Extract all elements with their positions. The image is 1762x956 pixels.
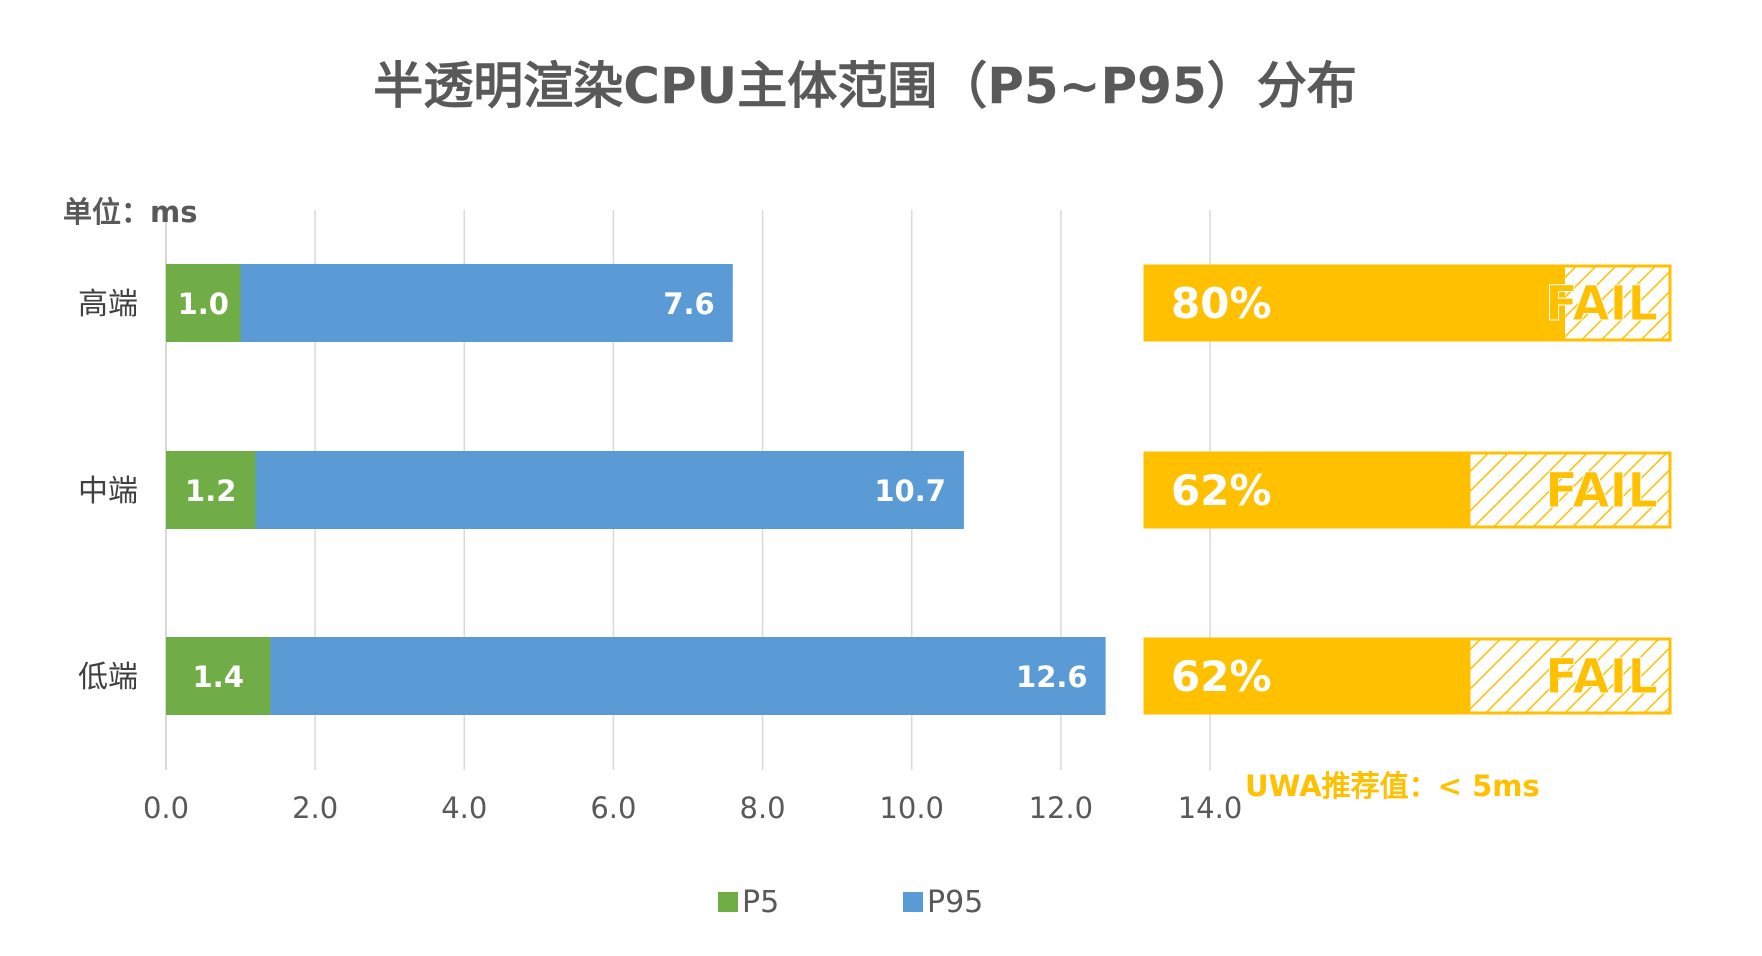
x-tick-label: 2.0 — [292, 791, 338, 825]
x-tick-label: 12.0 — [1029, 791, 1094, 825]
fail-fill — [1145, 266, 1565, 340]
category-label: 中端 — [78, 474, 138, 509]
legend-swatch — [718, 892, 738, 912]
data-label-p5: 1.0 — [178, 287, 229, 321]
fail-fill — [1145, 639, 1471, 713]
legend-swatch — [903, 892, 923, 912]
data-label-p95: 10.7 — [874, 474, 946, 508]
category-label: 高端 — [78, 287, 138, 322]
data-label-p5: 1.4 — [193, 660, 244, 694]
data-label-p95: 12.6 — [1016, 660, 1088, 694]
data-label-p5: 1.2 — [185, 474, 236, 508]
fail-panel: 80% FAIL 62% FAIL 62% FAIL — [1143, 264, 1672, 715]
category-label: 低端 — [78, 660, 138, 695]
unit-label: 单位：ms — [63, 195, 197, 229]
bar-p5 — [166, 264, 241, 342]
fail-fill — [1145, 453, 1471, 527]
fail-status: FAIL — [1545, 276, 1658, 332]
x-tick-label: 10.0 — [879, 791, 944, 825]
x-tick-label: 6.0 — [590, 791, 636, 825]
legend-label: P5 — [742, 885, 779, 920]
recommendation-note: UWA推荐值：< 5ms — [1245, 769, 1540, 803]
bar-p95 — [166, 637, 1106, 715]
bars-layer — [166, 264, 1106, 715]
x-tick-label: 14.0 — [1178, 791, 1243, 825]
text-layer: 半透明渲染CPU主体范围（P5~P95）分布 单位：ms UWA推荐值：< 5m… — [63, 57, 1540, 825]
fail-status: FAIL — [1545, 463, 1658, 519]
chart-title: 半透明渲染CPU主体范围（P5~P95）分布 — [373, 57, 1357, 115]
bar-p5 — [166, 637, 271, 715]
x-tick-label: 8.0 — [740, 791, 786, 825]
bar-p95 — [166, 264, 733, 342]
fail-percent: 80% — [1171, 279, 1272, 328]
x-tick-label: 4.0 — [441, 791, 487, 825]
bar-p5 — [166, 451, 256, 529]
fail-percent: 62% — [1171, 652, 1272, 701]
legend: P5 P95 — [718, 885, 983, 920]
fail-percent: 62% — [1171, 466, 1272, 515]
bar-p95 — [166, 451, 964, 529]
legend-label: P95 — [927, 885, 983, 920]
x-tick-label: 0.0 — [143, 791, 189, 825]
fail-status: FAIL — [1545, 649, 1658, 705]
data-label-p95: 7.6 — [663, 287, 714, 321]
